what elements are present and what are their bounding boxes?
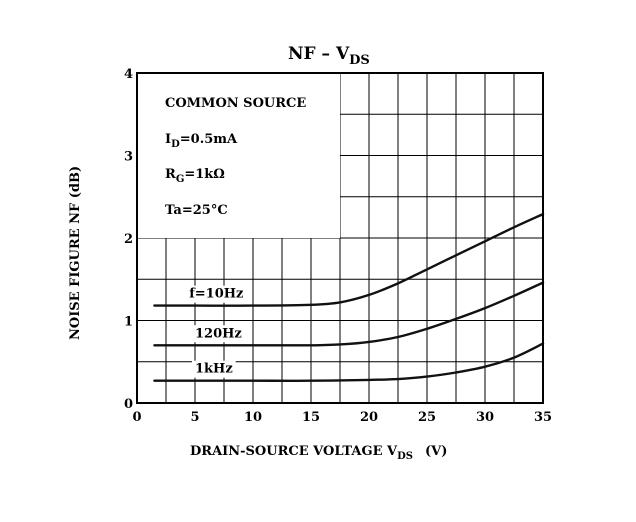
x-axis-label: DRAIN-SOURCE VOLTAGE VDS (V) [190, 444, 447, 462]
x-tick-label: 20 [360, 410, 378, 425]
x-tick-label: 5 [190, 410, 199, 425]
x-tick-label: 25 [418, 410, 436, 425]
chart-title-subscript: DS [349, 53, 370, 68]
series-line-3 [153, 342, 545, 382]
series-label-bg [186, 285, 247, 303]
y-tick-label: 0 [124, 397, 133, 412]
x-tick-label: 10 [244, 410, 262, 425]
series-label-1: f=10Hz [189, 287, 243, 302]
series-label-2: 120Hz [195, 326, 242, 341]
x-tick-label: 30 [476, 410, 494, 425]
series-label-3: 1kHz [195, 362, 233, 377]
condition-ambient-temp: Ta=25°C [165, 203, 228, 218]
condition-drain-current: ID=0.5mA [165, 132, 238, 150]
plot-frame [136, 72, 544, 404]
x-tick-label: 0 [132, 410, 141, 425]
x-tick-label: 35 [534, 410, 552, 425]
conditions-text: COMMON SOURCE ID=0.5mA RG=1kΩ Ta=25°C [165, 96, 306, 218]
x-tick-label: 15 [302, 410, 320, 425]
series-label-bg [192, 325, 245, 343]
chart-title: NF – VDS [288, 44, 370, 68]
y-tick-label: 3 [124, 150, 133, 165]
tick-labels: 0 5 10 15 20 25 30 35 0 1 2 3 4 [124, 67, 552, 425]
y-tick-label: 1 [124, 315, 133, 330]
y-tick-label: 2 [124, 232, 133, 247]
series-label-bg [192, 360, 236, 378]
condition-gate-resistance: RG=1kΩ [165, 167, 225, 185]
curves-layer: f=10Hz 120Hz 1kHz [153, 212, 545, 382]
series-line-2 [153, 281, 545, 347]
condition-common-source: COMMON SOURCE [165, 96, 306, 111]
y-axis-label: NOISE FIGURE NF (dB) [68, 166, 83, 340]
series-line-1 [153, 212, 545, 307]
conditions-box [138, 74, 340, 238]
y-tick-label: 4 [124, 67, 133, 82]
